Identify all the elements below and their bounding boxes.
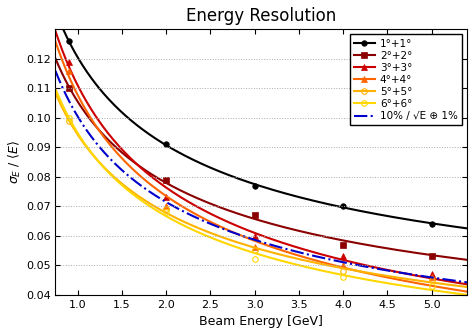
Y-axis label: $\sigma_E$ / $\langle E \rangle$: $\sigma_E$ / $\langle E \rangle$ [7,140,23,184]
X-axis label: Beam Energy [GeV]: Beam Energy [GeV] [199,315,323,328]
Title: Energy Resolution: Energy Resolution [186,7,337,25]
Legend: 1°+1°, 2°+2°, 3°+3°, 4°+4°, 5°+5°, 6°+6°, 10% / √E ⊕ 1%: 1°+1°, 2°+2°, 3°+3°, 4°+4°, 5°+5°, 6°+6°… [350,35,462,125]
